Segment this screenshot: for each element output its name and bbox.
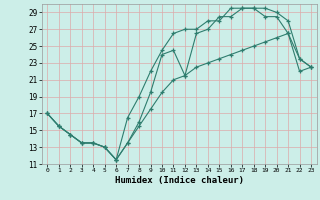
X-axis label: Humidex (Indice chaleur): Humidex (Indice chaleur) bbox=[115, 176, 244, 185]
